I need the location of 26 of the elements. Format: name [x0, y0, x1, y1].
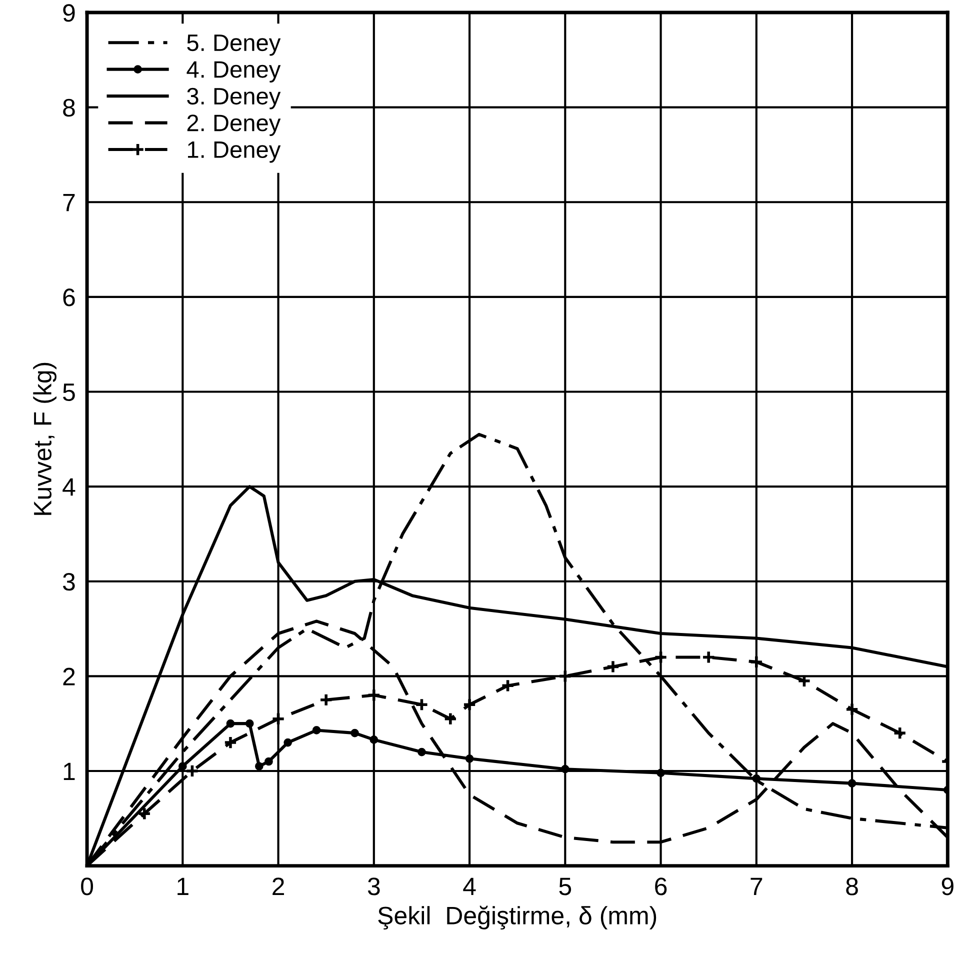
x-axis-title: Şekil Değiştirme, δ (mm): [378, 906, 656, 930]
x-tick-label: 2: [272, 878, 284, 896]
legend-label: 2. Deney: [187, 114, 281, 136]
legend-label: 5. Deney: [187, 34, 281, 56]
y-tick-label: 4: [62, 478, 76, 496]
legend-label: 3. Deney: [187, 88, 281, 110]
x-tick-label: 9: [942, 878, 954, 896]
x-tick-label: 1: [178, 878, 188, 896]
y-tick-label: 1: [64, 762, 75, 780]
x-tick-label: 5: [559, 878, 572, 896]
y-tick-label: 7: [63, 194, 75, 212]
x-tick-label: 6: [655, 878, 667, 896]
y-tick-label: 3: [62, 572, 75, 591]
legend-label: 1. Deney: [188, 142, 281, 163]
y-tick-label: 9: [63, 4, 75, 22]
y-tick-label: 5: [63, 384, 75, 402]
x-tick-label: 8: [846, 878, 858, 896]
legend-label: 4. Deney: [186, 61, 281, 82]
y-tick-label: 6: [63, 288, 75, 306]
x-tick-label: 4: [463, 878, 476, 896]
y-tick-label: 2: [63, 668, 75, 686]
x-tick-label: 7: [750, 878, 762, 896]
y-tick-label: 8: [63, 98, 75, 117]
x-tick-label: 0: [81, 878, 94, 896]
x-tick-label: 3: [368, 878, 380, 896]
y-axis-title: Kuvvet, F (kg): [33, 362, 56, 515]
